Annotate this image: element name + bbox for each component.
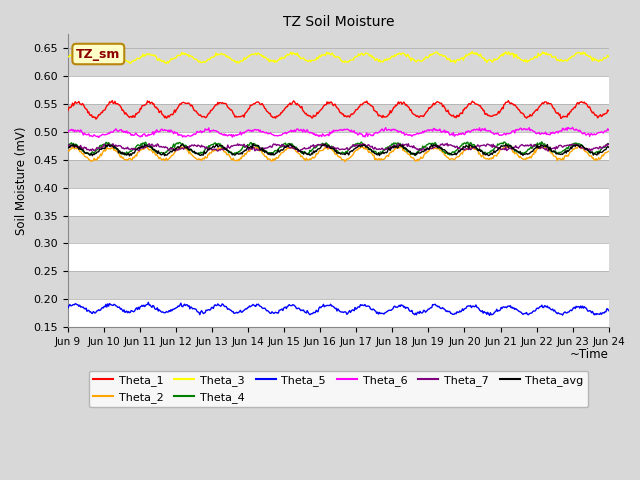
Bar — [68, 188, 609, 216]
X-axis label: ~Time: ~Time — [570, 348, 609, 361]
Text: TZ_sm: TZ_sm — [76, 48, 120, 60]
Bar — [68, 243, 609, 271]
Title: TZ Soil Moisture: TZ Soil Moisture — [283, 15, 394, 29]
Legend: Theta_1, Theta_2, Theta_3, Theta_4, Theta_5, Theta_6, Theta_7, Theta_avg: Theta_1, Theta_2, Theta_3, Theta_4, Thet… — [88, 371, 588, 407]
Bar — [68, 76, 609, 104]
Bar — [68, 299, 609, 327]
Bar — [68, 132, 609, 160]
Y-axis label: Soil Moisture (mV): Soil Moisture (mV) — [15, 127, 28, 235]
